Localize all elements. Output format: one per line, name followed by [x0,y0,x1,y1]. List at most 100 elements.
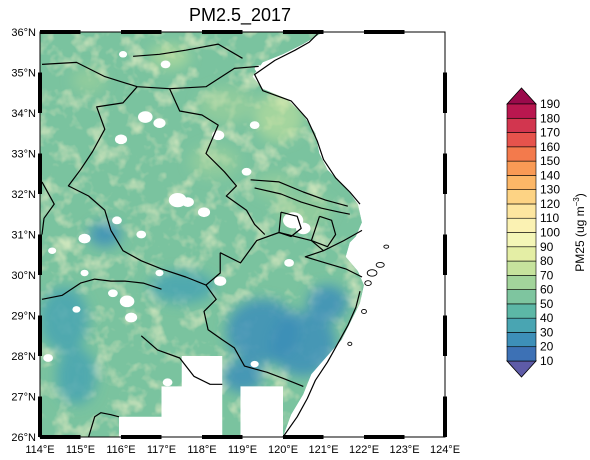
x-tick-label: 117°E [147,444,176,456]
colorbar-swatch [506,303,537,319]
frame-segment [283,30,324,34]
y-tick-label: 27°N [11,392,36,404]
anhui-jiangxi-zhejiang-border [203,284,304,387]
no-data-block [240,386,283,437]
x-tick-label: 123°E [389,444,419,456]
colorbar-swatch [506,132,537,148]
colorbar-swatch [506,217,537,233]
colorbar-tick-label: 30 [540,325,554,339]
colorbar-swatch [506,317,537,333]
y-tick-label: 29°N [11,311,36,323]
no-data-spot [295,222,311,235]
y-tick-label: 36°N [11,27,36,39]
frame-segment [443,315,447,356]
y-tick-label: 35°N [11,68,36,80]
colorbar-swatch [506,332,537,348]
colorbar-swatch [506,346,537,362]
high-pm25-zone [254,92,304,142]
colorbar-swatch [506,175,537,190]
no-data-block [181,356,223,389]
colorbar-swatch [506,103,537,119]
no-data-spot [284,258,294,267]
no-data-spot [72,306,81,313]
colorbar-tick-label: 10 [540,354,554,368]
low-pm25-zone [149,270,215,304]
y-tick-label: 32°N [11,189,36,201]
y-tick-label: 33°N [11,149,36,161]
colorbar-swatch [506,260,537,276]
high-pm25-zone [197,86,255,124]
x-tick-label: 122°E [349,444,379,456]
no-data-spot [112,216,122,225]
frame-segment [38,315,42,356]
hubei-anhui-border [110,230,221,286]
no-data-spot [119,295,135,308]
shandong-border [41,61,259,90]
henan-anhui-border [67,86,138,231]
colorbar-tick-label: 90 [540,240,554,254]
island [366,269,378,277]
no-data-spot [249,121,260,130]
frame-segment [38,72,42,113]
x-tick-label: 120°E [268,444,298,456]
frame-segment [40,435,81,439]
colorbar-tick-label: 110 [540,211,559,225]
no-data-spot [136,230,147,239]
no-data-spot [114,134,128,145]
colorbar-swatch [506,146,537,162]
colorbar-tick-label: 100 [540,226,560,240]
zhejiang-north-border [219,231,324,264]
frame-segment [202,30,243,34]
hangzhou-bay-coast [304,229,363,278]
no-data-spot [153,118,166,128]
low-pm25-zone [307,285,348,322]
west-hubei-border [41,181,55,235]
colorbar-tick-label: 70 [540,268,554,282]
island [383,244,390,249]
y-tick-label: 34°N [11,108,36,120]
colorbar: 1020304050607080901001101201301401501601… [506,87,587,378]
colorbar-swatch [506,160,537,176]
no-data-spot [80,269,89,277]
island [375,261,385,268]
no-data-spot [78,233,91,244]
frame-segment [443,234,447,275]
frame-segment [121,30,162,34]
x-tick-label: 119°E [228,444,257,456]
x-tick-label: 121°E [308,444,338,456]
low-pm25-zone [40,287,89,352]
colorbar-label: PM25 (ug m−3) [572,193,587,271]
frame-segment [364,30,405,34]
frame-segment [364,435,405,439]
no-data-spot [138,111,153,123]
x-tick-label: 118°E [187,444,216,456]
no-data-spot [155,269,164,277]
yangtze-south-bank [254,187,350,215]
pm25-low-zones [40,222,348,405]
no-data-block [161,386,223,437]
frame-segment [40,30,81,34]
colorbar-tick-label: 120 [540,197,560,211]
colorbar-tick-label: 150 [540,154,560,168]
y-tick-label: 26°N [11,432,36,444]
no-data-spot [160,60,171,69]
x-tick-label: 114°E [25,444,54,456]
no-data-spot [181,197,194,207]
colorbar-tick-label: 130 [540,183,560,197]
colorbar-swatch [506,275,537,290]
colorbar-swatch [506,232,537,248]
colorbar-swatch [506,189,537,205]
colorbar-tick-label: 190 [540,97,560,111]
frame-segment [443,153,447,194]
no-data-spot [48,247,57,254]
no-data-spot [214,276,227,286]
low-pm25-zone [56,347,97,405]
x-tick-label: 124°E [430,444,460,456]
frame-segment [202,435,243,439]
colorbar-extend-high [506,87,537,105]
colorbar-tick-label: 20 [540,340,554,354]
no-data-spot [108,289,118,298]
shanghai-border [310,215,337,248]
island [361,308,367,314]
longitude-ticks: 114°E 115°E 116°E 117°E 118°E 119°E 120°E 121°E… [25,444,460,456]
